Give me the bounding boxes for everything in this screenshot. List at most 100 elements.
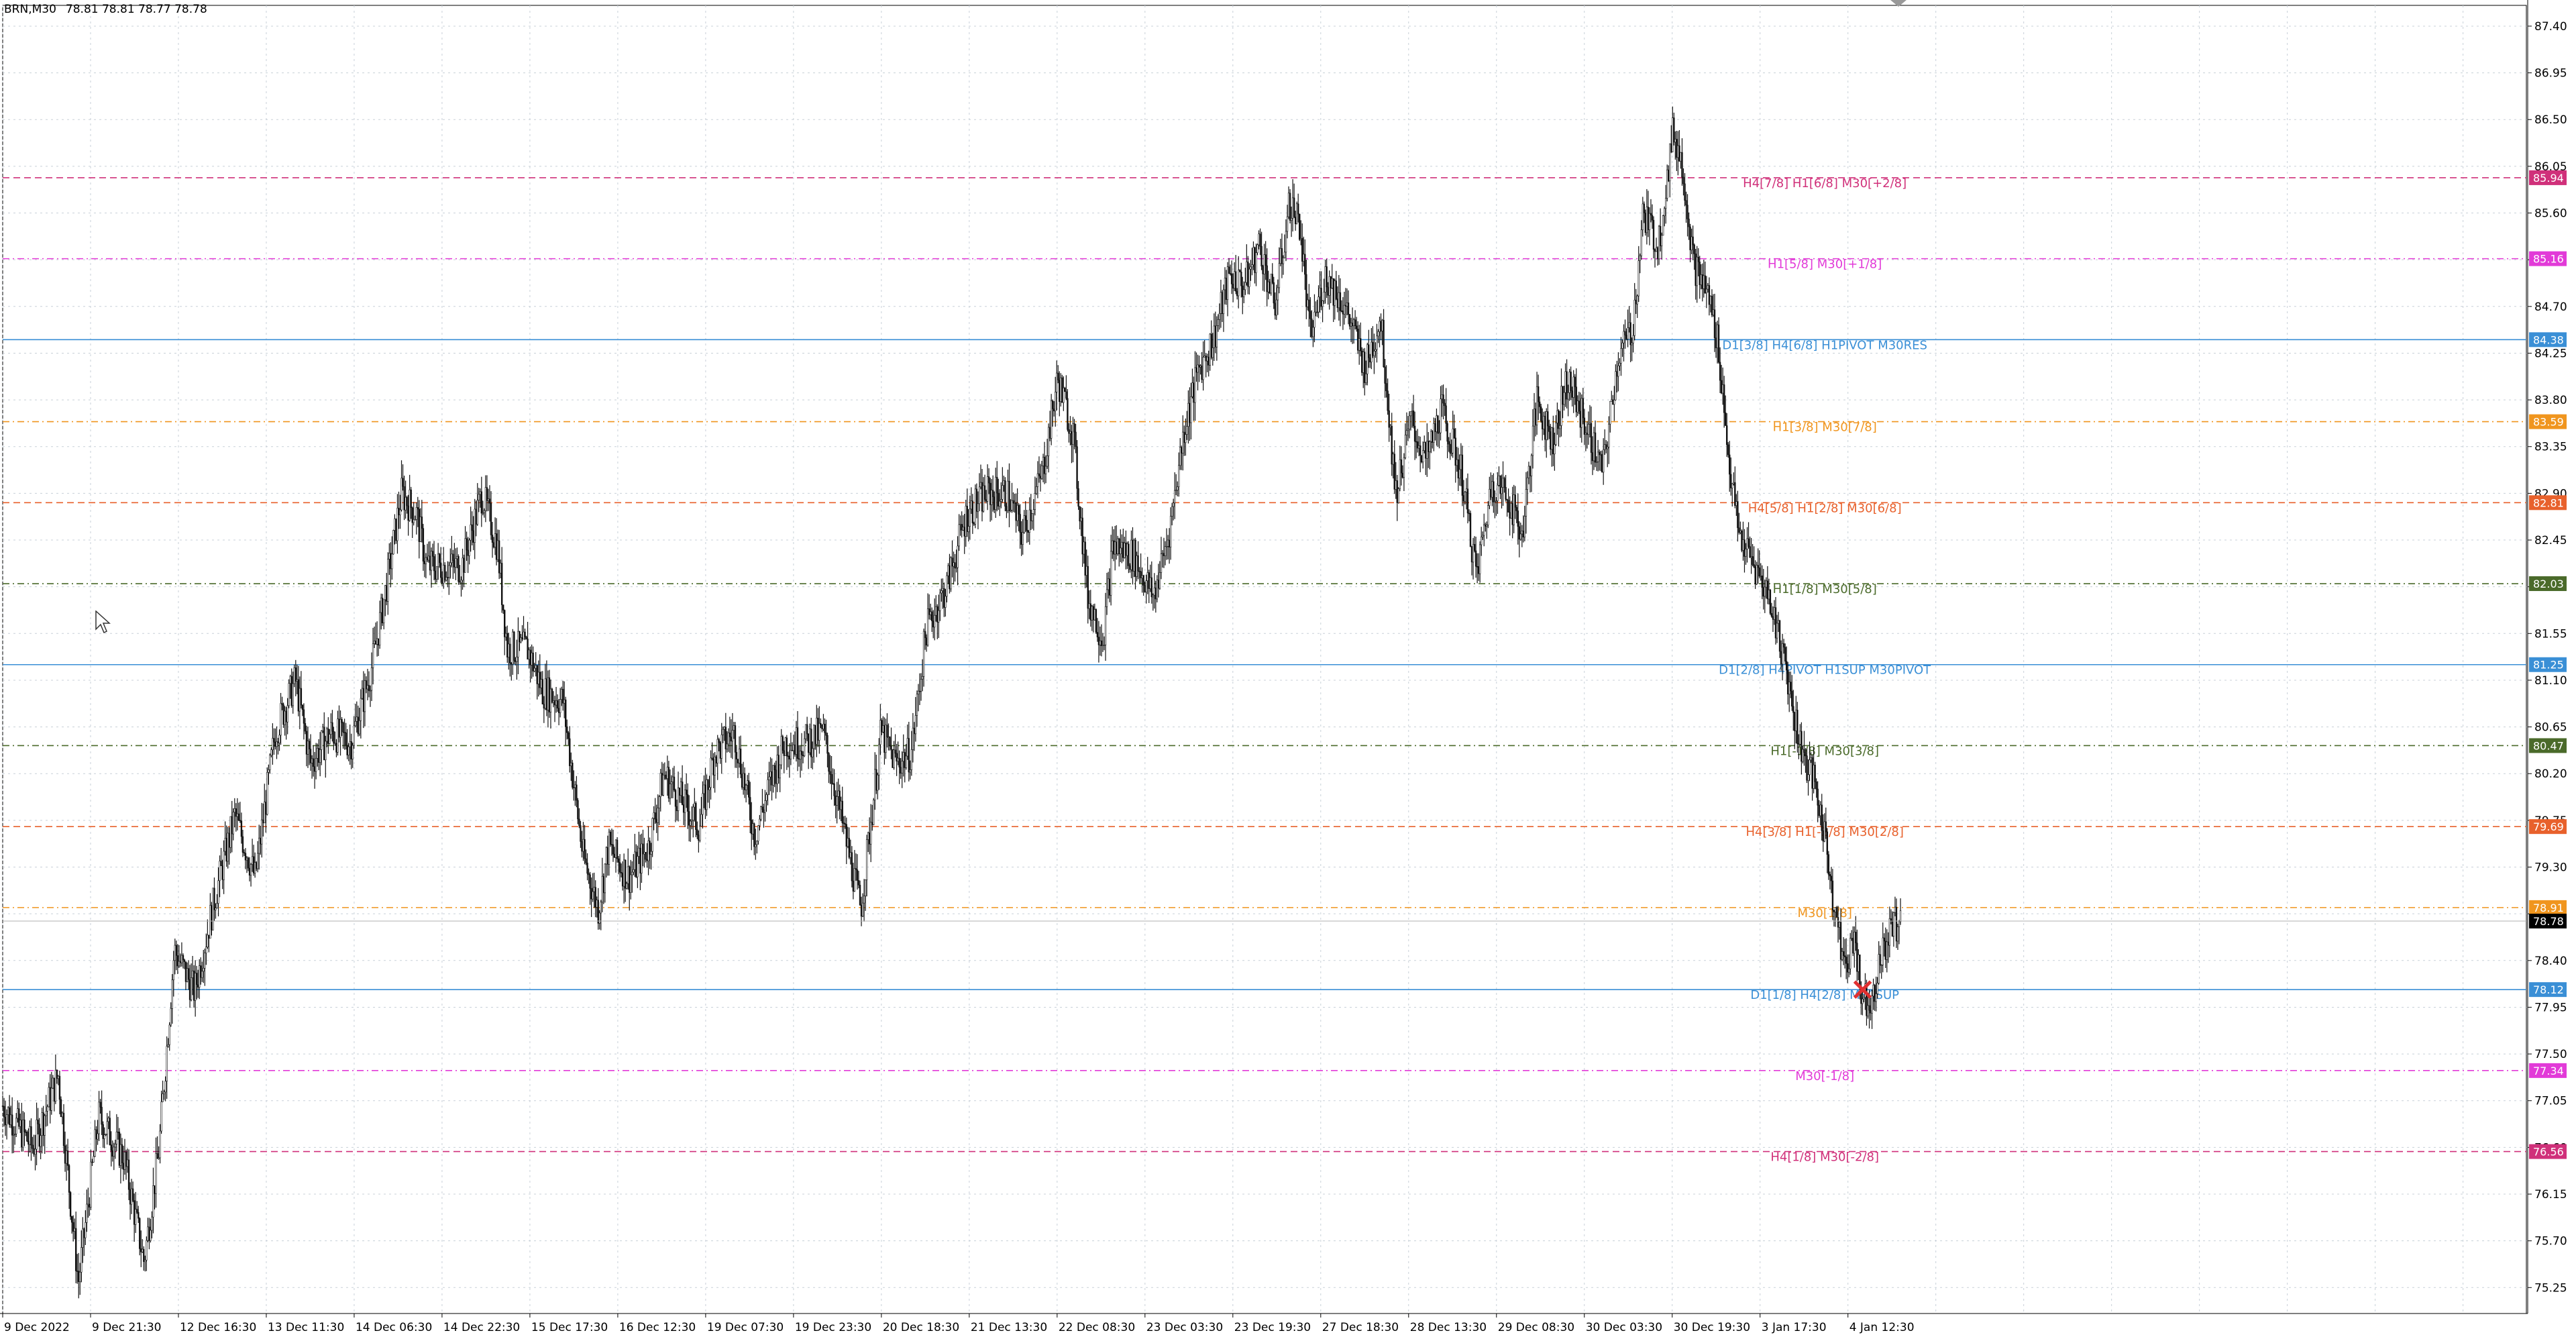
candle-body [871, 822, 873, 825]
candle-body [1213, 325, 1216, 348]
candle-body [1563, 392, 1565, 405]
candle-body [973, 523, 975, 525]
candle-body [1615, 371, 1617, 400]
candle-body [710, 757, 712, 788]
level-label: H1[-1/8] M30[3/8] [1770, 744, 1879, 758]
candle-body [110, 1144, 112, 1151]
candle-body [996, 476, 998, 494]
candle-body [221, 865, 223, 880]
candle-body [1886, 941, 1888, 960]
candle-body [1780, 651, 1782, 665]
candle-body [1521, 531, 1523, 535]
candle-body [1712, 309, 1715, 315]
candle-body [1497, 485, 1499, 501]
candle-body [37, 1120, 39, 1124]
candle-body [114, 1144, 117, 1148]
candle-body [1266, 265, 1268, 292]
candle-body [1682, 176, 1684, 184]
candle-body [1693, 244, 1695, 254]
candle-body [1556, 410, 1558, 423]
candle-body [680, 782, 682, 796]
candle-body [356, 716, 358, 722]
candle-body [123, 1152, 126, 1170]
candle-body [1283, 252, 1286, 258]
candle-body [21, 1120, 23, 1148]
level-price-value: 80.47 [2533, 739, 2564, 752]
candle-body [65, 1150, 68, 1164]
candle-body [1372, 341, 1374, 356]
candle-body [1838, 922, 1841, 928]
candle-body [207, 934, 209, 948]
chart-title: BRN,M30 78.81 78.81 78.77 78.78 [4, 3, 207, 16]
candle-body [471, 524, 473, 531]
candle-body [537, 672, 539, 684]
candle-body [1754, 566, 1756, 585]
candle-body [491, 535, 494, 543]
candle-body [787, 755, 790, 757]
price-tick-label: 78.40 [2534, 955, 2567, 968]
candle-body [799, 751, 802, 760]
candle-body [1153, 587, 1156, 596]
candle-body [376, 638, 378, 645]
candle-body [612, 844, 614, 855]
candle-body [1562, 386, 1564, 405]
price-tick-label: 85.60 [2534, 207, 2567, 221]
candle-body [1762, 587, 1764, 597]
candle-body [1201, 365, 1203, 380]
candle-body [1334, 280, 1336, 306]
candle-body [61, 1112, 64, 1118]
candle-body [1811, 757, 1813, 789]
candle-body [460, 580, 462, 583]
candle-body [1404, 435, 1407, 458]
candle-body [1064, 388, 1066, 392]
candle-body [1493, 481, 1495, 502]
candle-body [1810, 757, 1812, 761]
candle-body [1696, 256, 1698, 286]
candle-body [817, 718, 819, 741]
candle-body [1425, 442, 1427, 459]
candle-body [1191, 382, 1193, 397]
candle-body [1060, 377, 1062, 403]
candle-body [647, 841, 649, 861]
candle-body [1792, 706, 1794, 713]
candle-body [882, 725, 884, 733]
candle-body [425, 557, 427, 564]
candle-body [979, 482, 982, 488]
candle-body [472, 530, 474, 543]
candle-body [1020, 532, 1022, 545]
candle-body [203, 967, 205, 972]
candle-body [330, 722, 332, 735]
candle-body [1795, 710, 1797, 731]
candle-body [392, 530, 394, 555]
candle-body [106, 1121, 108, 1135]
time-tick-label: 27 Dec 18:30 [1322, 1321, 1399, 1334]
candle-body [1420, 455, 1423, 462]
candle-body [1258, 233, 1260, 246]
marker-stroke [1853, 980, 1872, 999]
candle-body [1385, 383, 1387, 392]
candle-body [1297, 203, 1299, 215]
candle-body [572, 762, 574, 788]
candle-body [543, 704, 545, 709]
candle-body [380, 598, 382, 613]
candle-body [1734, 482, 1736, 506]
candle-body [1393, 453, 1395, 490]
candle-body [163, 1091, 165, 1094]
candle-body [1323, 292, 1325, 301]
candle-body [1507, 500, 1509, 513]
level-price-tag [2529, 332, 2567, 347]
candle-body [1181, 447, 1183, 453]
candle-body [975, 488, 978, 512]
candle-body [1428, 441, 1430, 452]
candle-body [561, 689, 564, 704]
candle-body [191, 970, 194, 978]
candle-body [7, 1107, 9, 1115]
candle-body [1282, 258, 1285, 264]
candle-body [1782, 643, 1785, 648]
candle-body [143, 1248, 145, 1263]
candle-body [3, 1106, 5, 1118]
candle-body [1887, 941, 1890, 946]
candle-body [1805, 752, 1807, 756]
